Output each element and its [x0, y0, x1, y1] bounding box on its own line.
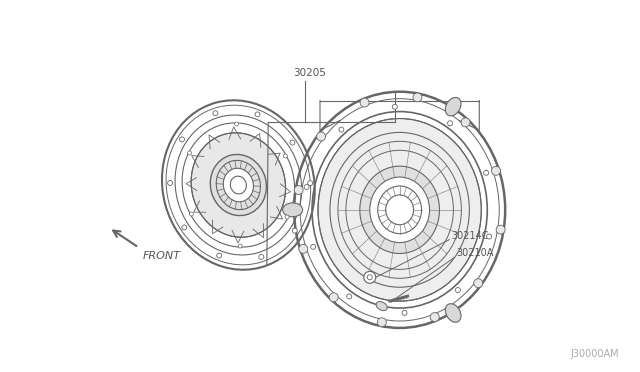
Circle shape — [310, 244, 316, 249]
Circle shape — [255, 112, 260, 117]
Circle shape — [238, 244, 242, 248]
Circle shape — [486, 234, 492, 239]
Circle shape — [392, 104, 397, 109]
Circle shape — [217, 253, 221, 258]
Circle shape — [492, 166, 500, 175]
Ellipse shape — [445, 304, 461, 322]
Circle shape — [188, 151, 191, 155]
Ellipse shape — [318, 119, 481, 301]
Ellipse shape — [162, 100, 315, 270]
Circle shape — [304, 185, 309, 189]
Circle shape — [290, 140, 295, 145]
Circle shape — [259, 254, 264, 259]
Circle shape — [284, 154, 287, 158]
Text: 30205: 30205 — [294, 68, 326, 78]
Ellipse shape — [294, 92, 505, 328]
Circle shape — [484, 170, 488, 175]
Circle shape — [347, 294, 352, 299]
Ellipse shape — [223, 168, 253, 202]
Ellipse shape — [445, 97, 461, 116]
Circle shape — [285, 215, 289, 219]
Ellipse shape — [230, 176, 246, 194]
Ellipse shape — [378, 186, 422, 234]
Circle shape — [182, 225, 187, 230]
Circle shape — [496, 225, 505, 234]
Circle shape — [329, 293, 338, 302]
Circle shape — [402, 310, 407, 315]
Ellipse shape — [370, 177, 429, 243]
Circle shape — [168, 180, 173, 186]
Circle shape — [179, 137, 184, 142]
Circle shape — [292, 228, 297, 233]
Circle shape — [294, 186, 303, 195]
Text: 30210A: 30210A — [456, 248, 494, 259]
Circle shape — [235, 122, 239, 126]
Circle shape — [430, 312, 439, 321]
Circle shape — [299, 244, 308, 253]
Circle shape — [317, 132, 326, 141]
Circle shape — [456, 288, 460, 292]
Circle shape — [189, 212, 193, 216]
Circle shape — [308, 181, 313, 186]
Text: 30214C: 30214C — [451, 231, 489, 241]
Circle shape — [339, 127, 344, 132]
Text: FRONT: FRONT — [143, 250, 180, 260]
Ellipse shape — [386, 195, 413, 225]
Circle shape — [360, 98, 369, 107]
Text: J30000AM: J30000AM — [570, 349, 619, 359]
Ellipse shape — [211, 154, 266, 216]
Circle shape — [213, 111, 218, 116]
Circle shape — [378, 318, 387, 327]
Circle shape — [474, 279, 483, 288]
Ellipse shape — [191, 133, 285, 237]
Circle shape — [367, 275, 372, 280]
Circle shape — [364, 271, 376, 283]
Ellipse shape — [283, 203, 303, 217]
Circle shape — [413, 93, 422, 102]
Ellipse shape — [376, 302, 387, 311]
Circle shape — [447, 121, 452, 126]
Ellipse shape — [360, 166, 440, 253]
Circle shape — [461, 118, 470, 127]
